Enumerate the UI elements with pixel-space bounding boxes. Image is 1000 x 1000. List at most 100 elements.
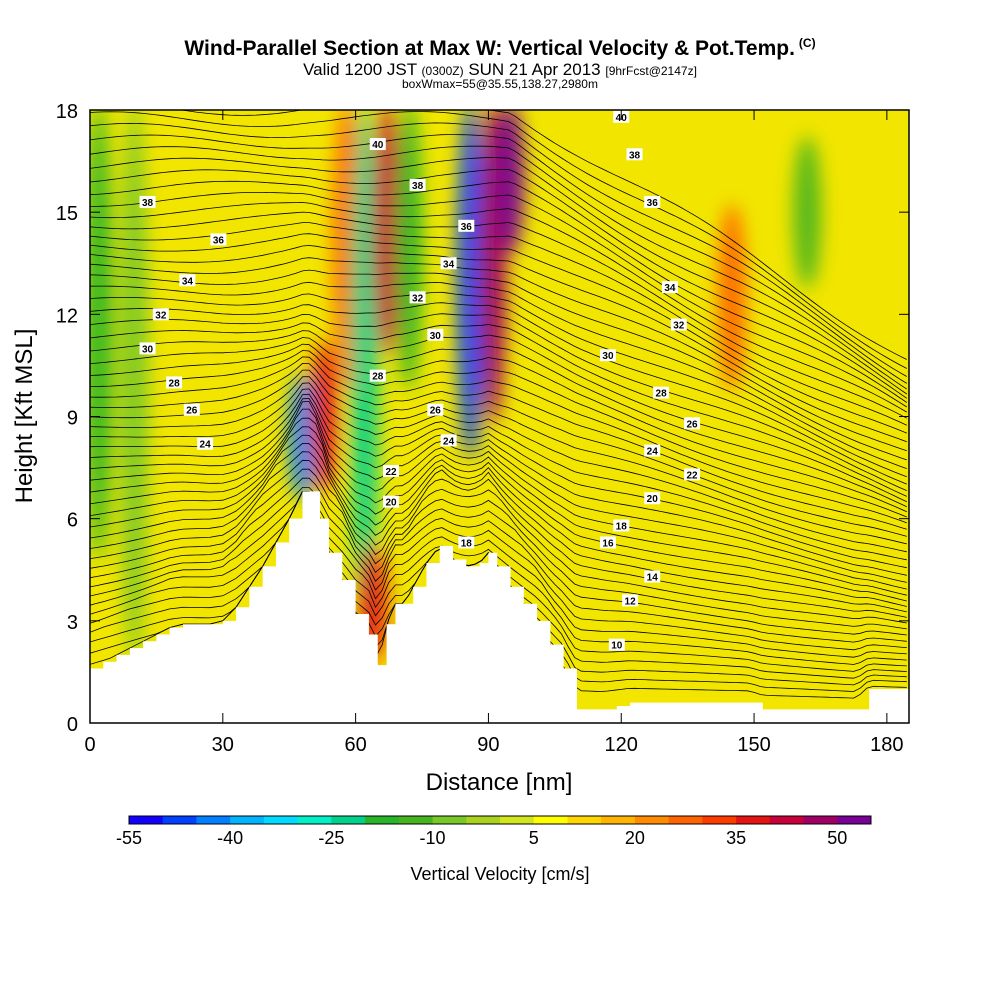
theta-contour — [90, 157, 908, 395]
contour-label-text: 38 — [142, 198, 154, 209]
contour-label-box — [661, 281, 678, 294]
contour-label-text: 30 — [430, 331, 442, 342]
contour-label: 38 — [139, 195, 156, 209]
contour-label-box — [684, 417, 701, 430]
colorbar-swatch — [263, 816, 299, 824]
w-feature — [350, 110, 379, 629]
y-tick-label: 9 — [67, 408, 78, 430]
y-tick-label: 12 — [56, 305, 78, 327]
theta-contour — [90, 350, 907, 518]
contour-label-box — [653, 386, 670, 399]
contour-label-box — [670, 318, 687, 331]
colorbar-swatch — [601, 816, 636, 824]
valid-time: Valid 1200 JST — [303, 60, 417, 79]
colorbar-tick-label: 50 — [827, 828, 847, 848]
colorbar: -55 -40 -25 -10 5 20 35 50 — [116, 815, 872, 848]
contour-label: 32 — [409, 291, 426, 304]
theta-contour — [90, 426, 907, 602]
theta-contour — [90, 442, 907, 613]
colorbar-swatch — [196, 816, 231, 824]
contour-label: 20 — [383, 495, 400, 509]
colorbar-tick-label: -55 — [116, 828, 142, 848]
x-axis-title: Distance [nm] — [426, 769, 573, 796]
contour-label-box — [139, 195, 156, 208]
contour-label-box — [152, 308, 169, 321]
theta-contour — [90, 330, 907, 503]
contour-label-box — [458, 219, 475, 232]
contour-label-box — [684, 468, 701, 481]
y-axis-title: Height [Kft MSL] — [11, 329, 38, 504]
contour-labels: 38 36 34 32 30 28 26 24 40 38 36 34 32 30 28 26 24 22 20 18… — [139, 110, 701, 652]
contour-label-box — [626, 148, 643, 161]
theta-contour — [90, 134, 908, 384]
contour-label: 28 — [369, 369, 386, 383]
contour-label-text: 28 — [656, 389, 668, 400]
y-tick-label: 0 — [67, 714, 78, 736]
colorbar-tick-label: -25 — [318, 828, 344, 848]
w-feature — [456, 110, 485, 459]
colorbar-swatch — [129, 816, 164, 824]
contour-label-text: 24 — [200, 440, 212, 451]
theta-contour — [90, 401, 907, 583]
contour-label-text: 40 — [372, 140, 384, 151]
colorbar-swatch — [500, 816, 535, 824]
w-feature — [717, 204, 746, 391]
theta-contour — [90, 202, 908, 413]
contour-label-text: 38 — [412, 181, 424, 192]
theta-contour — [90, 398, 907, 576]
theta-contour — [90, 281, 907, 469]
contour-label-box — [622, 594, 639, 607]
contour-label-box — [644, 444, 661, 457]
contour-label-text: 26 — [430, 406, 442, 417]
contour-label-box — [599, 536, 616, 549]
colorbar-swatch — [331, 816, 366, 824]
contour-label: 30 — [599, 349, 616, 362]
theta-contour — [90, 369, 907, 537]
box-max-info: boxWmax=55@35.55,138.27,2980m — [402, 77, 598, 91]
x-tick-label: 30 — [212, 734, 234, 756]
contour-label-text: 30 — [142, 344, 154, 355]
terrain-mask — [90, 491, 909, 723]
contour-label-box — [644, 195, 661, 208]
theta-contour — [90, 376, 907, 545]
x-axis: 0 30 60 90 120 150 180 — [84, 110, 904, 756]
contour-label-text: 12 — [625, 596, 637, 607]
forecast-info: [9hrFcst@2147z] — [605, 64, 697, 78]
theta-contour — [90, 491, 907, 665]
contour-label-box — [383, 464, 400, 477]
contour-label: 24 — [197, 437, 214, 451]
contour-label: 34 — [440, 257, 457, 270]
contour-label-box — [427, 328, 444, 341]
theta-contour — [90, 322, 907, 497]
chart-title: Wind-Parallel Section at Max W: Vertical… — [0, 36, 1000, 61]
contour-label-text: 18 — [616, 521, 628, 532]
colorbar-swatch — [634, 816, 670, 824]
colorbar-tick-label: 5 — [529, 828, 539, 848]
contour-label: 36 — [210, 233, 227, 246]
contour-label-text: 28 — [169, 378, 181, 389]
theta-contour — [90, 313, 907, 491]
contour-label: 32 — [670, 318, 687, 332]
theta-contour — [90, 343, 907, 513]
x-tick-label: 90 — [477, 734, 499, 756]
theta-contour — [90, 356, 907, 524]
contour-label-text: 26 — [687, 419, 699, 430]
colorbar-swatch — [533, 816, 568, 824]
contour-label-box — [183, 403, 200, 416]
contour-label: 38 — [626, 148, 643, 161]
colorbar-swatch — [736, 816, 771, 824]
colorbar-swatch — [769, 816, 805, 824]
contour-label-text: 30 — [602, 351, 614, 362]
x-tick-label: 60 — [344, 734, 366, 756]
contour-label-text: 38 — [629, 150, 641, 161]
contour-label-text: 20 — [647, 494, 659, 505]
theta-contour — [90, 362, 907, 530]
theta-contour — [90, 111, 907, 369]
theta-contour — [90, 491, 907, 658]
contour-label: 20 — [644, 492, 661, 505]
theta-contour — [90, 459, 907, 624]
contour-label: 16 — [599, 536, 616, 550]
contour-label-box — [644, 492, 661, 505]
contour-label-box — [369, 138, 386, 151]
